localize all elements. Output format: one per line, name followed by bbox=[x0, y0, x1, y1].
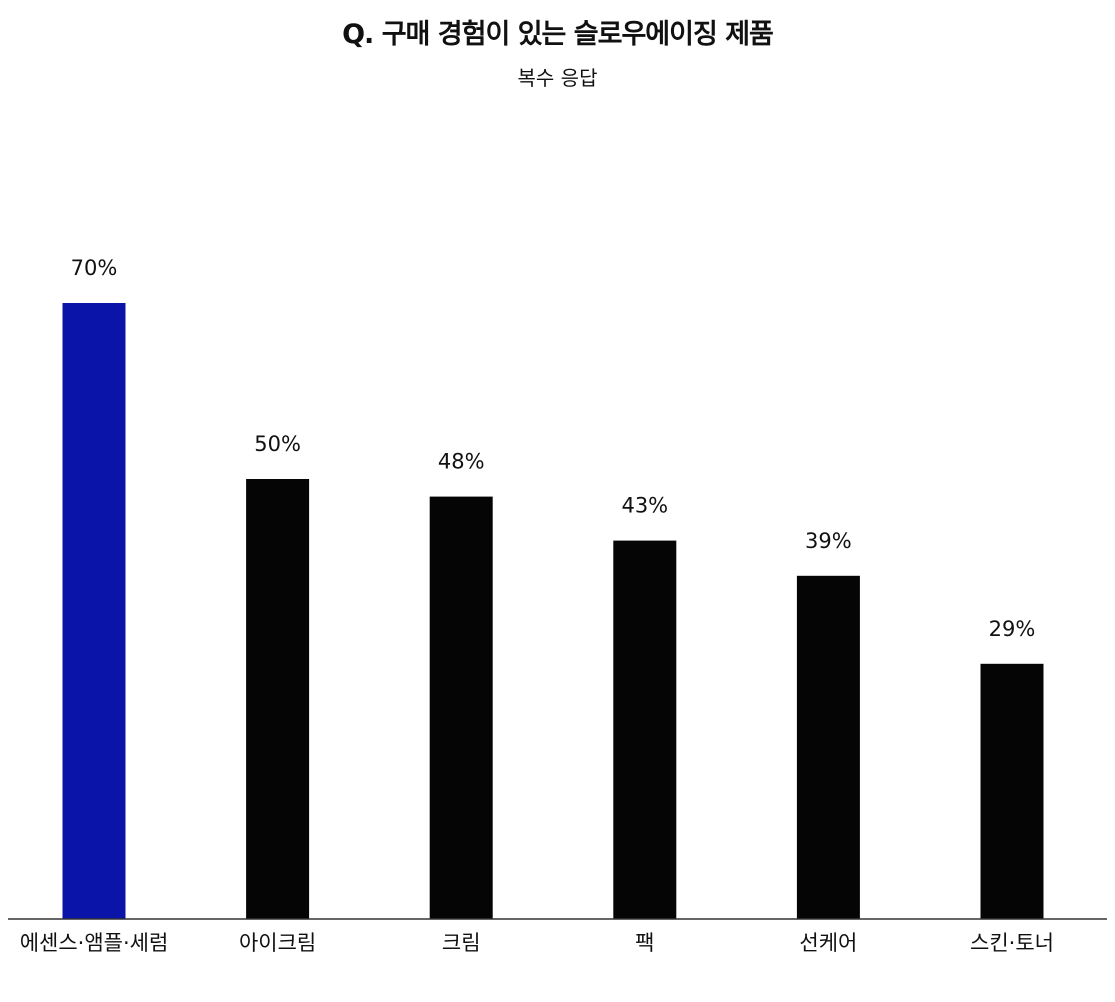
value-label-1: 70% bbox=[71, 256, 118, 280]
category-label-2: 아이크림 bbox=[239, 931, 316, 955]
value-label-3: 48% bbox=[438, 450, 485, 474]
value-label-5: 39% bbox=[805, 529, 852, 553]
category-labels-group: 에센스·앰플·세럼 아이크림 크림 팩 선케어 스킨·토너 bbox=[20, 931, 1054, 955]
bar-5 bbox=[796, 575, 860, 919]
value-label-2: 50% bbox=[254, 432, 301, 456]
bar-6 bbox=[980, 663, 1044, 919]
value-label-6: 29% bbox=[989, 617, 1036, 641]
bar-3 bbox=[429, 496, 493, 919]
bar-4 bbox=[613, 540, 677, 919]
category-label-3: 크림 bbox=[442, 931, 481, 955]
bar-1 bbox=[62, 303, 126, 919]
value-label-4: 43% bbox=[621, 494, 668, 518]
category-label-6: 스킨·토너 bbox=[970, 931, 1054, 955]
category-label-1: 에센스·앰플·세럼 bbox=[20, 931, 169, 955]
category-label-5: 선케어 bbox=[799, 931, 857, 955]
value-labels-group: 70% 50% 48% 43% 39% 29% bbox=[71, 256, 1036, 641]
chart-subtitle: 복수 응답 bbox=[517, 66, 598, 90]
chart-title: Q. 구매 경험이 있는 슬로우에이징 제품 bbox=[342, 19, 774, 50]
category-label-4: 팩 bbox=[635, 931, 654, 955]
bars-group bbox=[62, 303, 1044, 919]
bar-2 bbox=[246, 479, 310, 919]
